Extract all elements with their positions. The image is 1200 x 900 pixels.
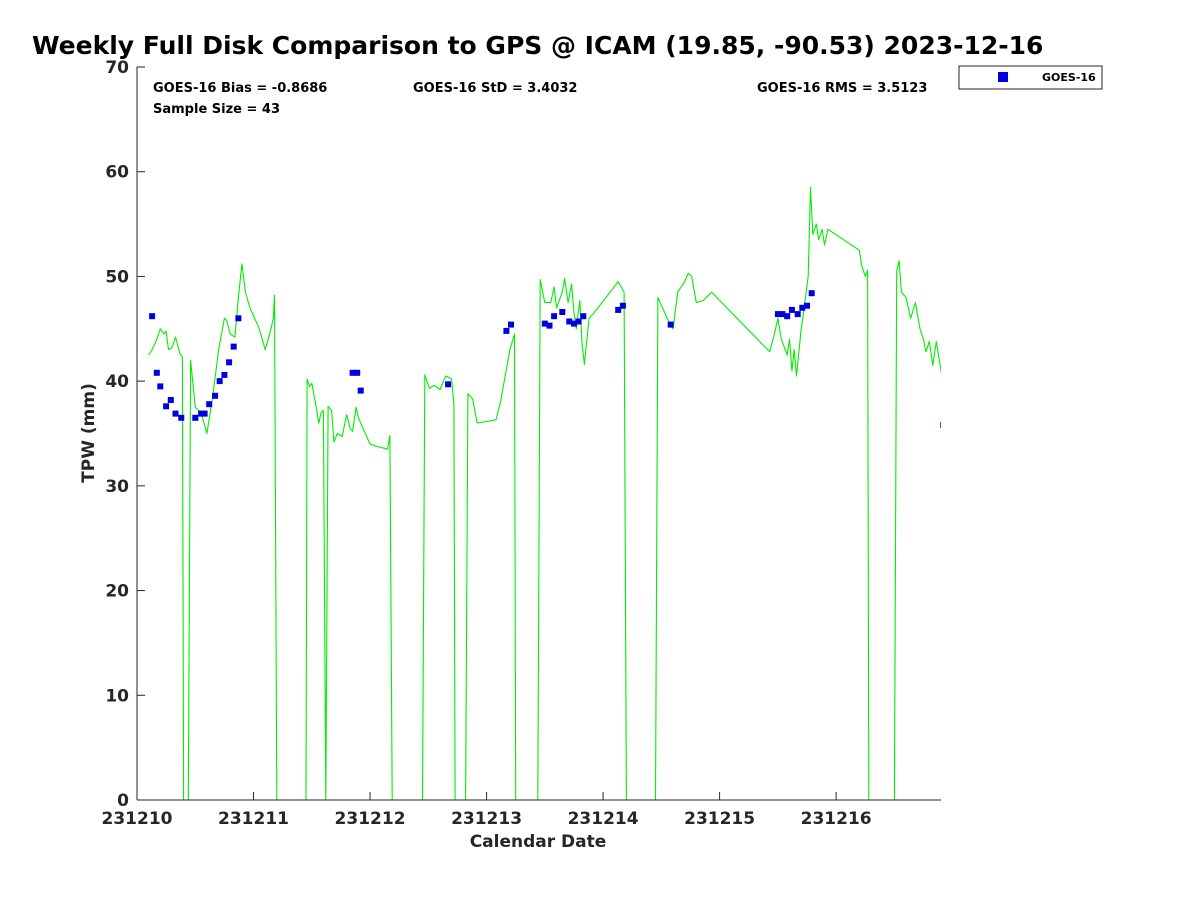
chart-title: Weekly Full Disk Comparison to GPS @ ICA… <box>32 31 1043 60</box>
goes16-point <box>580 313 587 320</box>
goes16-point <box>153 369 160 376</box>
x-axis-ticks: 231210 231211 231212 231213 231214 231215 2312… <box>102 792 872 829</box>
x-axis-label: Calendar Date <box>470 832 607 852</box>
y-axis-ticks: 0 10 20 30 40 50 60 70 <box>105 58 145 811</box>
goes16-point <box>230 343 237 350</box>
goes16-point <box>167 397 174 403</box>
goes16-point <box>940 422 941 429</box>
sample-size-stat: Sample Size = 43 <box>153 102 280 117</box>
goes16-point <box>575 318 582 325</box>
goes16-point <box>206 401 213 408</box>
goes16-point <box>357 387 364 394</box>
y-tick-label: 50 <box>105 267 129 287</box>
goes16-point <box>354 369 361 376</box>
legend-marker-goes16 <box>998 72 1008 82</box>
legend-box <box>958 65 1103 90</box>
x-tick-label: 231215 <box>684 809 755 829</box>
y-tick-label: 70 <box>105 58 129 78</box>
goes16-point <box>619 302 626 309</box>
y-tick-label: 30 <box>105 477 129 497</box>
goes16-point <box>157 383 164 390</box>
goes16-point <box>445 381 452 388</box>
y-tick-label: 40 <box>105 372 129 392</box>
bias-stat: GOES-16 Bias = -0.8686 <box>153 81 327 96</box>
goes16-point <box>799 304 806 311</box>
goes16-point <box>198 410 205 417</box>
goes16-point <box>541 320 548 327</box>
y-tick-label: 10 <box>105 686 129 706</box>
x-tick-label: 231214 <box>568 809 639 829</box>
legend-label-goes16: GOES-16 <box>1042 71 1096 84</box>
goes16-point <box>788 306 795 313</box>
rms-stat: GOES-16 RMS = 3.5123 <box>757 81 927 96</box>
x-tick-label: 231211 <box>218 809 289 829</box>
goes16-point <box>559 309 566 315</box>
goes16-point <box>546 322 553 329</box>
x-tick-label: 231212 <box>335 809 406 829</box>
y-tick-label: 60 <box>105 163 129 183</box>
gps-series-line <box>148 186 941 800</box>
goes16-point <box>216 378 223 385</box>
x-tick-label: 231213 <box>451 809 522 829</box>
goes16-point <box>615 306 622 313</box>
goes16-point <box>226 359 233 366</box>
goes16-point <box>212 392 219 399</box>
goes16-point <box>779 311 786 318</box>
y-tick-label: 20 <box>105 582 129 602</box>
goes16-point <box>349 369 356 376</box>
plot-area <box>136 67 941 801</box>
goes16-point <box>221 371 228 378</box>
series-layer <box>148 186 941 800</box>
goes16-point <box>667 321 674 328</box>
x-tick-label: 231216 <box>801 809 872 829</box>
goes16-point <box>508 321 514 328</box>
y-tick-label: 0 <box>117 791 129 811</box>
goes16-point <box>149 313 156 320</box>
goes16-point <box>192 414 199 421</box>
goes16-point <box>178 414 185 421</box>
std-stat: GOES-16 StD = 3.4032 <box>413 81 577 96</box>
goes16-point <box>794 311 801 318</box>
goes16-point <box>566 318 573 325</box>
goes16-point <box>808 290 815 297</box>
x-tick-label: 231210 <box>102 809 173 829</box>
goes16-point <box>163 403 170 410</box>
goes16-point <box>172 410 179 417</box>
goes16-point <box>235 315 242 322</box>
goes16-point <box>571 320 577 327</box>
goes16-point <box>784 313 791 320</box>
goes16-point <box>804 302 810 309</box>
goes16-point <box>503 327 510 334</box>
goes16-point <box>551 313 558 320</box>
legend: GOES-16 <box>958 65 1103 90</box>
goes16-point <box>774 311 781 318</box>
goes16-point <box>201 410 208 417</box>
y-axis-label: TPW (mm) <box>79 383 99 483</box>
